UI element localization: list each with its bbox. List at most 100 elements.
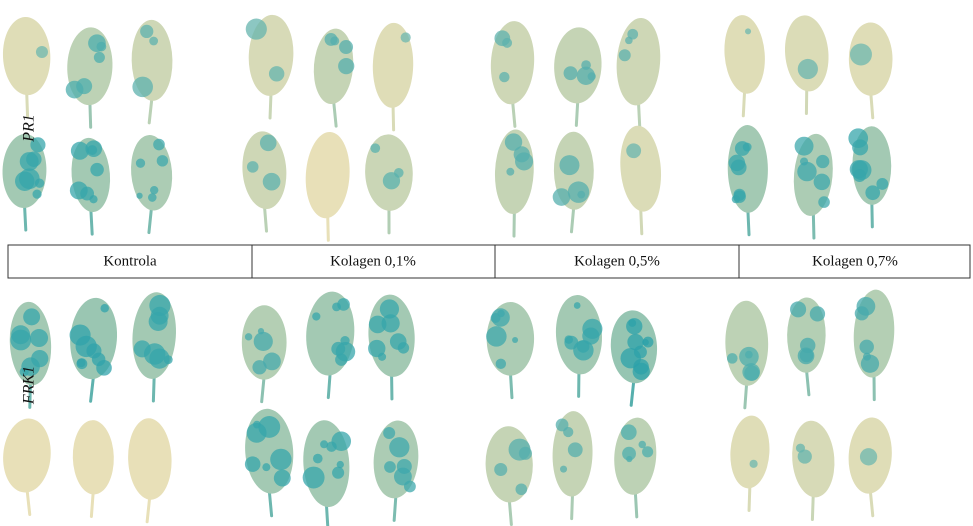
leaf-stain — [336, 342, 355, 361]
leaf — [722, 14, 768, 116]
leaf-stain — [157, 155, 168, 166]
leaf — [787, 297, 827, 395]
leaf — [725, 300, 769, 408]
leaf-stain — [88, 34, 106, 52]
leaf-stain — [848, 128, 868, 148]
leaf-stain — [553, 188, 571, 206]
leaf-stain — [132, 77, 153, 98]
leaf-stain — [378, 353, 386, 361]
leaf — [130, 291, 179, 401]
leaf-stain — [20, 152, 39, 171]
leaf-stain — [564, 336, 578, 350]
leaf-stain — [564, 66, 578, 80]
leaf-stain — [303, 467, 325, 489]
leaf — [486, 302, 534, 398]
leaf-stain — [247, 423, 267, 443]
leaf-stain — [245, 333, 252, 340]
leaf — [0, 417, 53, 515]
leaf-stain — [850, 43, 872, 65]
leaf-stain — [151, 307, 169, 325]
leaf-blade — [552, 26, 603, 104]
leaf-stem — [91, 208, 92, 234]
leaf-blade — [614, 16, 664, 107]
leaf-stain — [505, 133, 522, 150]
leaf — [614, 16, 664, 127]
leaf — [127, 417, 173, 521]
leaf — [789, 419, 837, 519]
leaf-stain — [574, 302, 581, 309]
leaf-stain — [745, 28, 751, 34]
leaf — [131, 19, 173, 122]
leaf-stain — [389, 437, 409, 457]
leaf — [612, 416, 659, 517]
leaf-stain — [254, 332, 273, 351]
leaf-stem — [631, 379, 634, 405]
leaf-stain — [559, 155, 579, 175]
leaf-stain — [258, 328, 264, 334]
leaf-stain — [245, 456, 261, 472]
leaf-stain — [582, 319, 602, 339]
leaf-stain — [577, 191, 585, 199]
leaf-stain — [325, 33, 338, 46]
leaf-blade — [722, 14, 768, 96]
leaf-stain — [729, 155, 746, 172]
column-label: Kolagen 0,1% — [330, 253, 416, 269]
leaf-stain — [797, 162, 816, 181]
leaf-stain — [326, 441, 336, 451]
leaf-stain — [76, 78, 92, 94]
leaf-stain — [10, 330, 31, 351]
leaf-blade — [489, 20, 537, 106]
leaf-stain — [148, 193, 157, 202]
leaf-stain — [627, 334, 643, 350]
leaf — [242, 407, 296, 516]
leaf-stain — [860, 340, 874, 354]
leaf-stain — [35, 178, 44, 187]
leaf-stain — [744, 366, 759, 381]
leaf-stain — [71, 142, 89, 160]
leaf-blade — [303, 131, 352, 220]
leaf-blade — [789, 419, 837, 499]
leaf-stain — [134, 340, 151, 357]
leaf-stain — [338, 58, 354, 74]
leaf-stain — [798, 348, 815, 365]
leaf-stain — [516, 483, 528, 495]
leaf — [303, 131, 352, 241]
leaf — [849, 22, 893, 117]
leaf-stain — [370, 143, 380, 153]
leaf — [304, 290, 357, 398]
leaf — [69, 136, 113, 234]
leaf-stain — [750, 460, 758, 468]
leaf-stain — [494, 463, 507, 476]
leaf-stain — [270, 449, 291, 470]
leaf-stain — [491, 313, 501, 323]
leaf — [852, 289, 897, 400]
column-label: Kontrola — [103, 253, 157, 269]
leaf-stain — [795, 137, 814, 156]
leaf-stain — [560, 466, 567, 473]
leaf-stain — [263, 173, 281, 191]
leaf — [554, 294, 605, 397]
leaf-stem — [149, 207, 152, 233]
leaf-stain — [577, 340, 590, 353]
leaf-stain — [312, 312, 320, 320]
leaf-stem — [153, 375, 154, 401]
leaf-stain — [140, 25, 153, 38]
leaf-stain — [262, 463, 270, 471]
leaf-stain — [100, 304, 108, 312]
leaf-stain — [860, 448, 877, 465]
leaf — [617, 124, 664, 234]
leaf-stem — [641, 208, 642, 234]
leaf-stem — [638, 101, 639, 127]
leaf-stain — [519, 447, 532, 460]
row-label: FRK1 — [21, 366, 38, 405]
leaf-stain — [642, 446, 653, 457]
leaf-stain — [622, 447, 636, 461]
leaf-stain — [816, 155, 829, 168]
leaf-stain — [621, 424, 637, 440]
leaf-stem — [813, 212, 814, 238]
leaf-stain — [512, 337, 518, 343]
leaf-stain — [383, 427, 395, 439]
leaf-blade — [0, 417, 53, 495]
leaf-stain — [332, 302, 341, 311]
leaf — [366, 293, 417, 399]
